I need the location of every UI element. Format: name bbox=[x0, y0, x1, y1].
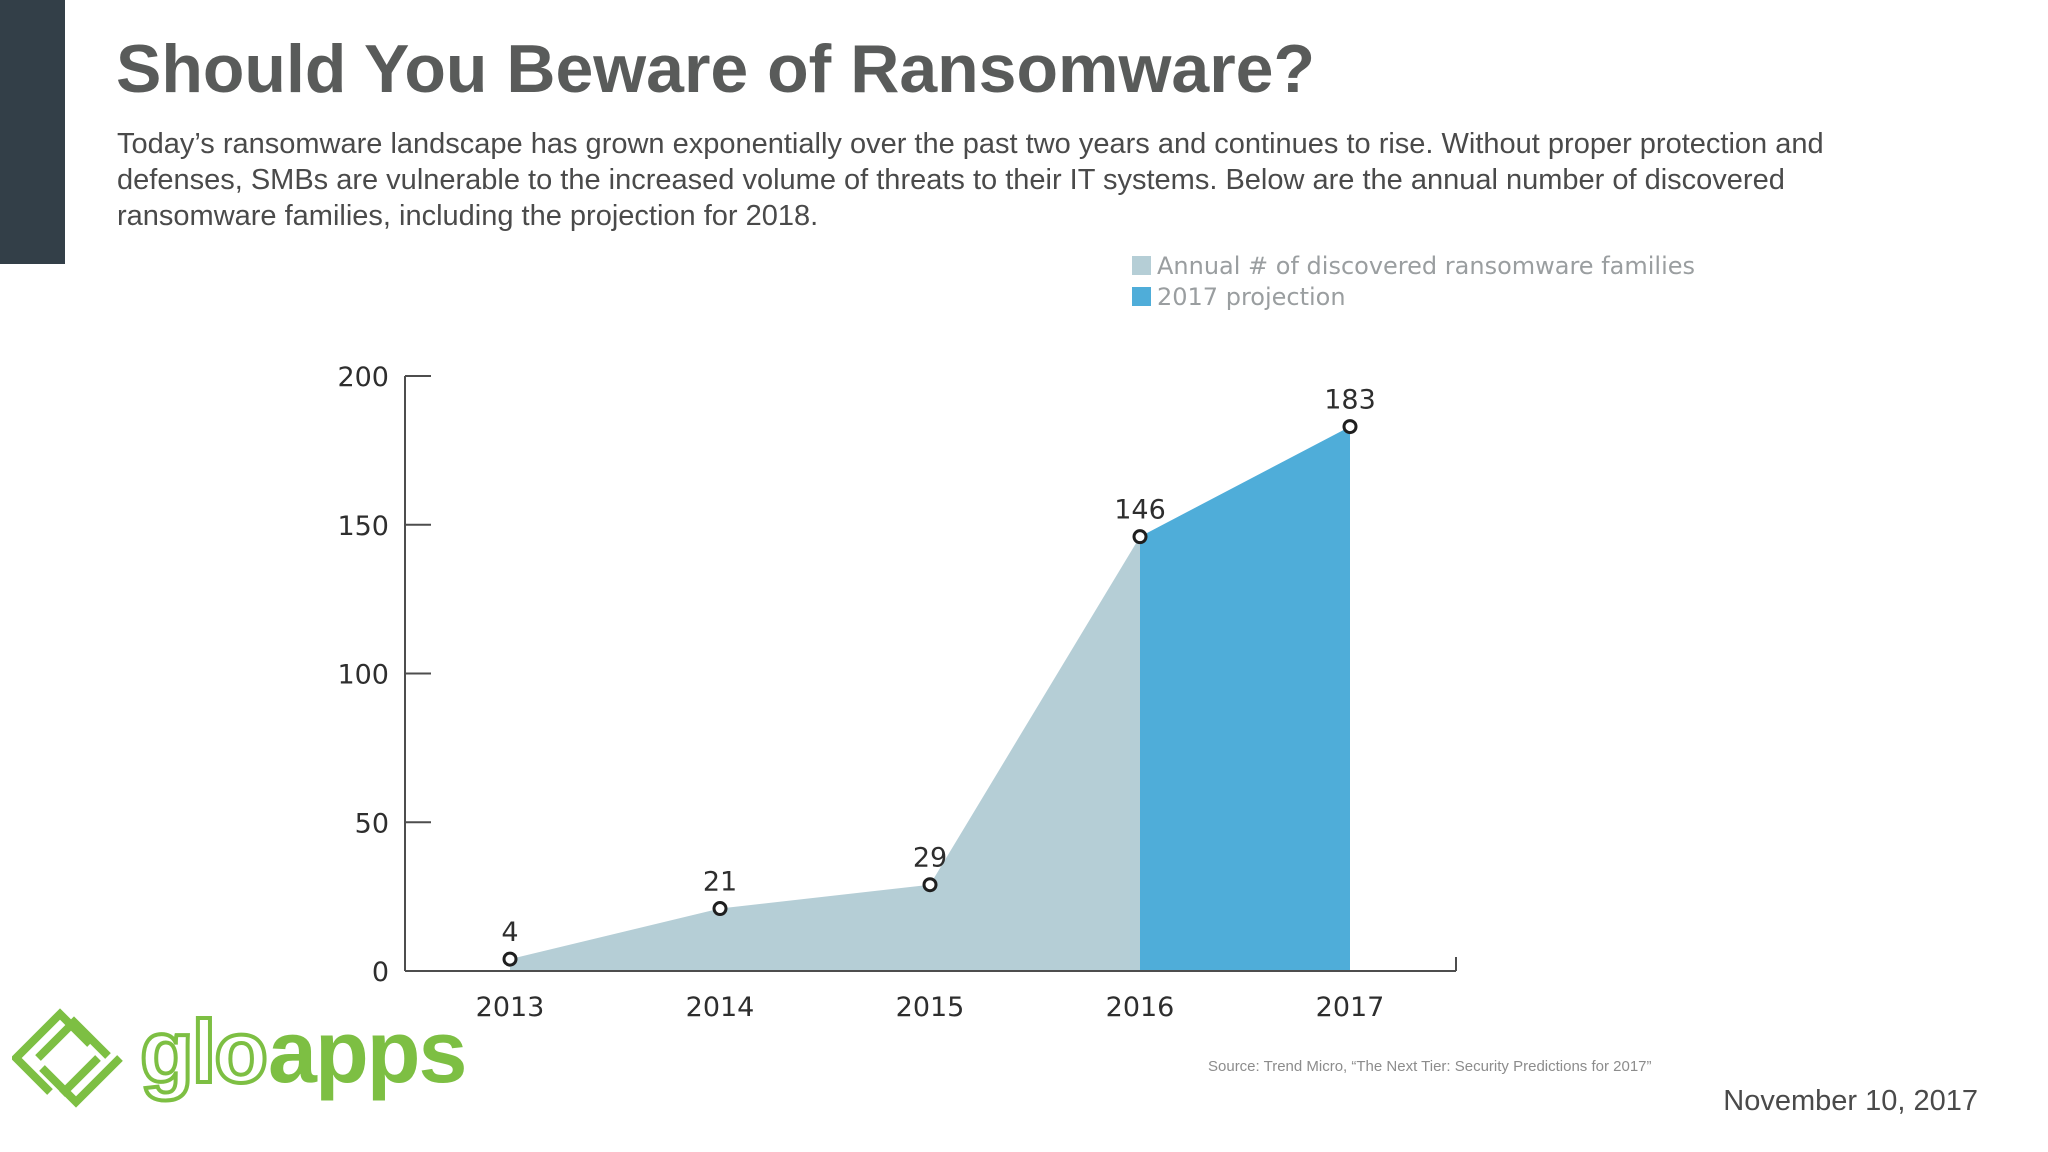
slide-date: November 10, 2017 bbox=[1723, 1085, 1978, 1117]
x-tick-label: 2014 bbox=[686, 992, 755, 1023]
data-labels: 4 21 29 146 183 bbox=[501, 385, 1375, 949]
x-tick-label: 2017 bbox=[1316, 992, 1385, 1023]
legend-label-discovered: Annual # of discovered ransomware famili… bbox=[1157, 251, 1696, 280]
area-2017-projection bbox=[1140, 426, 1350, 971]
y-tick-label: 50 bbox=[355, 808, 389, 839]
y-tick-label: 150 bbox=[337, 511, 389, 542]
logo-wordmark: glo bbox=[140, 1002, 266, 1101]
slide-title: Should You Beware of Ransomware? bbox=[116, 31, 1316, 107]
legend-label-projection: 2017 projection bbox=[1157, 282, 1346, 311]
data-points bbox=[502, 419, 1358, 967]
data-label: 4 bbox=[501, 917, 518, 948]
legend-item-discovered: Annual # of discovered ransomware famili… bbox=[1132, 250, 1695, 281]
logo-wordmark-apps: apps bbox=[268, 1002, 465, 1101]
y-tick-label: 100 bbox=[337, 660, 389, 691]
data-point bbox=[1132, 529, 1148, 545]
data-point bbox=[1342, 419, 1358, 435]
x-tick-label: 2013 bbox=[476, 992, 545, 1023]
chart-legend: Annual # of discovered ransomware famili… bbox=[1132, 250, 1695, 312]
area-discovered-families bbox=[510, 536, 1140, 971]
x-tick-label: 2016 bbox=[1106, 992, 1175, 1023]
x-tick-label: 2015 bbox=[896, 992, 965, 1023]
data-label: 183 bbox=[1324, 385, 1376, 416]
data-point bbox=[922, 877, 938, 893]
legend-item-projection: 2017 projection bbox=[1132, 281, 1695, 312]
legend-swatch-projection bbox=[1132, 287, 1151, 306]
slide-intro-text: Today’s ransomware landscape has grown e… bbox=[117, 128, 1824, 232]
gloapps-logo: glo apps bbox=[12, 1000, 467, 1108]
data-label: 146 bbox=[1114, 495, 1166, 526]
diamond-logo-icon bbox=[12, 1008, 123, 1108]
side-accent-bar bbox=[0, 0, 65, 264]
y-tick-label: 0 bbox=[372, 957, 389, 988]
chart-axes: 0 50 100 150 200 2013 2014 2015 2016 2017 bbox=[337, 362, 1457, 1023]
y-tick-label: 200 bbox=[337, 362, 389, 393]
data-point bbox=[502, 951, 518, 967]
source-citation: Source: Trend Micro, “The Next Tier: Sec… bbox=[1208, 1058, 1652, 1075]
legend-swatch-discovered bbox=[1132, 256, 1151, 275]
data-point bbox=[712, 901, 728, 917]
data-label: 29 bbox=[913, 843, 947, 874]
data-label: 21 bbox=[703, 867, 737, 898]
